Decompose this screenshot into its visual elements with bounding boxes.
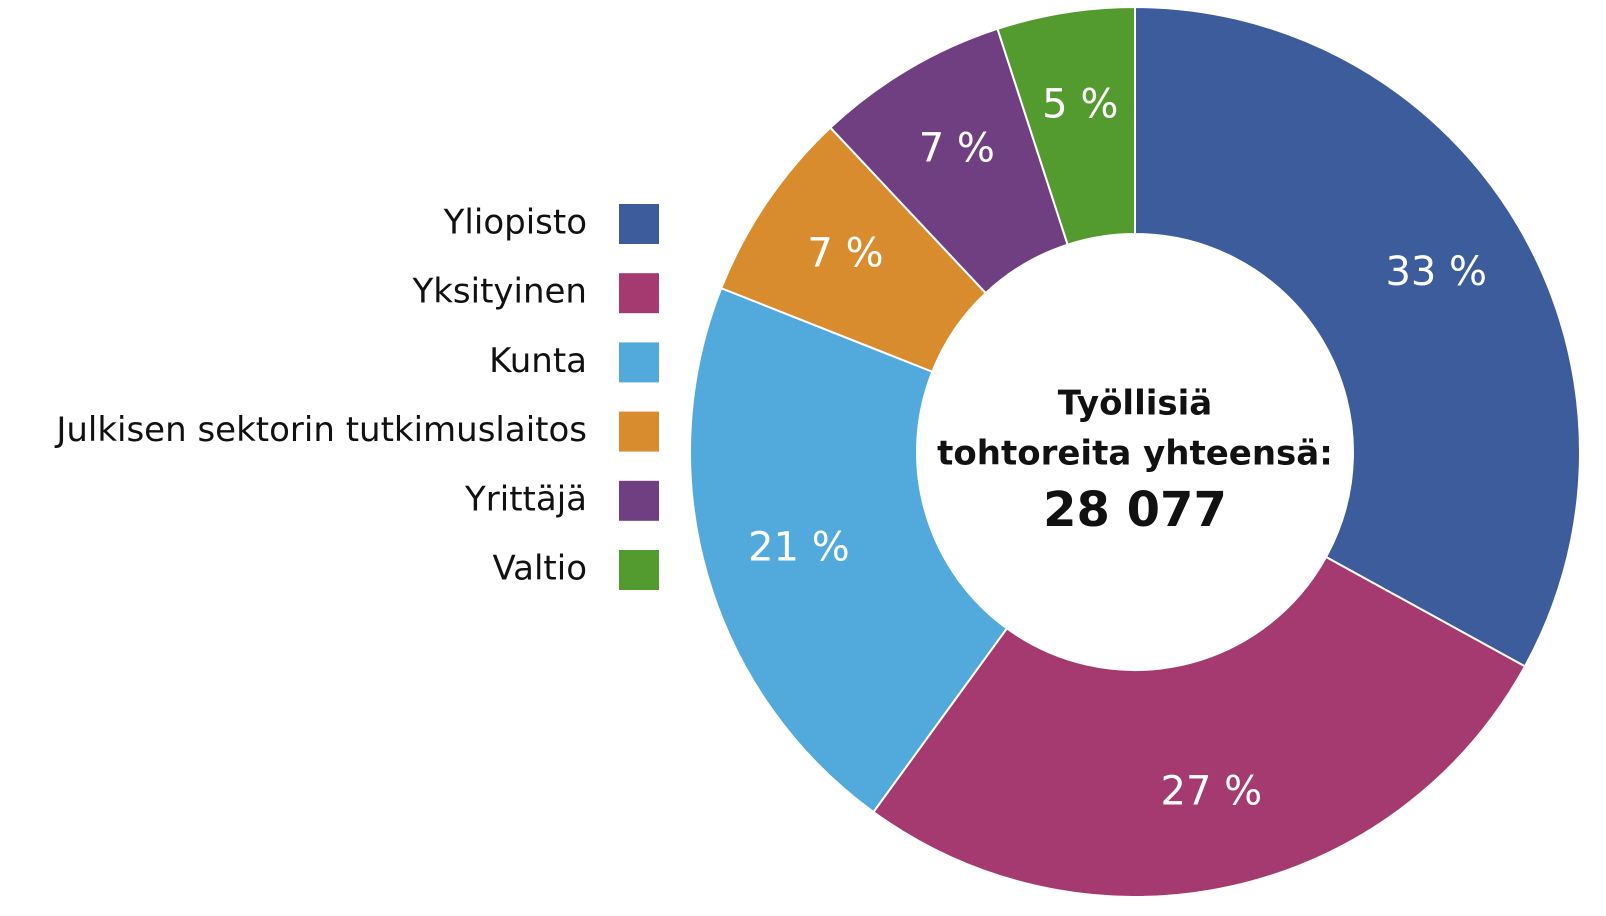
slice-label: 21 %	[748, 525, 850, 571]
slice	[689, 286, 1009, 814]
legend-label: Yksityinen	[411, 272, 587, 312]
slice	[872, 555, 1527, 898]
slice	[996, 5, 1136, 246]
center-title: tohtoreita yhteensä:	[937, 434, 1333, 474]
slice-label: 33 %	[1385, 249, 1487, 295]
legend-swatch	[619, 273, 659, 314]
legend-swatch	[619, 480, 659, 521]
center-total: 28 077	[1043, 482, 1227, 538]
center-title: Työllisiä	[1058, 384, 1212, 424]
donut: 33 % 27 % 21 % 7 % 7 % 5 %	[689, 5, 1581, 898]
slice-label: 27 %	[1161, 769, 1263, 815]
legend-swatch	[619, 342, 659, 383]
legend-label: Valtio	[493, 549, 587, 589]
slice	[1134, 5, 1581, 668]
slice-label: 5 %	[1042, 81, 1118, 127]
legend-label: Yrittäjä	[464, 479, 587, 519]
legend-swatch	[619, 550, 659, 590]
legend-swatch	[619, 411, 659, 452]
slice-label: 7 %	[919, 126, 995, 172]
legend-swatch	[619, 204, 659, 244]
legend-label: Yliopisto	[443, 203, 587, 243]
legend: Yliopisto Yksityinen Kunta Julkisen sektori…	[54, 203, 659, 590]
slice-label: 7 %	[807, 230, 883, 276]
legend-label: Kunta	[489, 341, 587, 381]
legend-label: Julkisen sektorin tutkimuslaitos	[54, 410, 587, 450]
